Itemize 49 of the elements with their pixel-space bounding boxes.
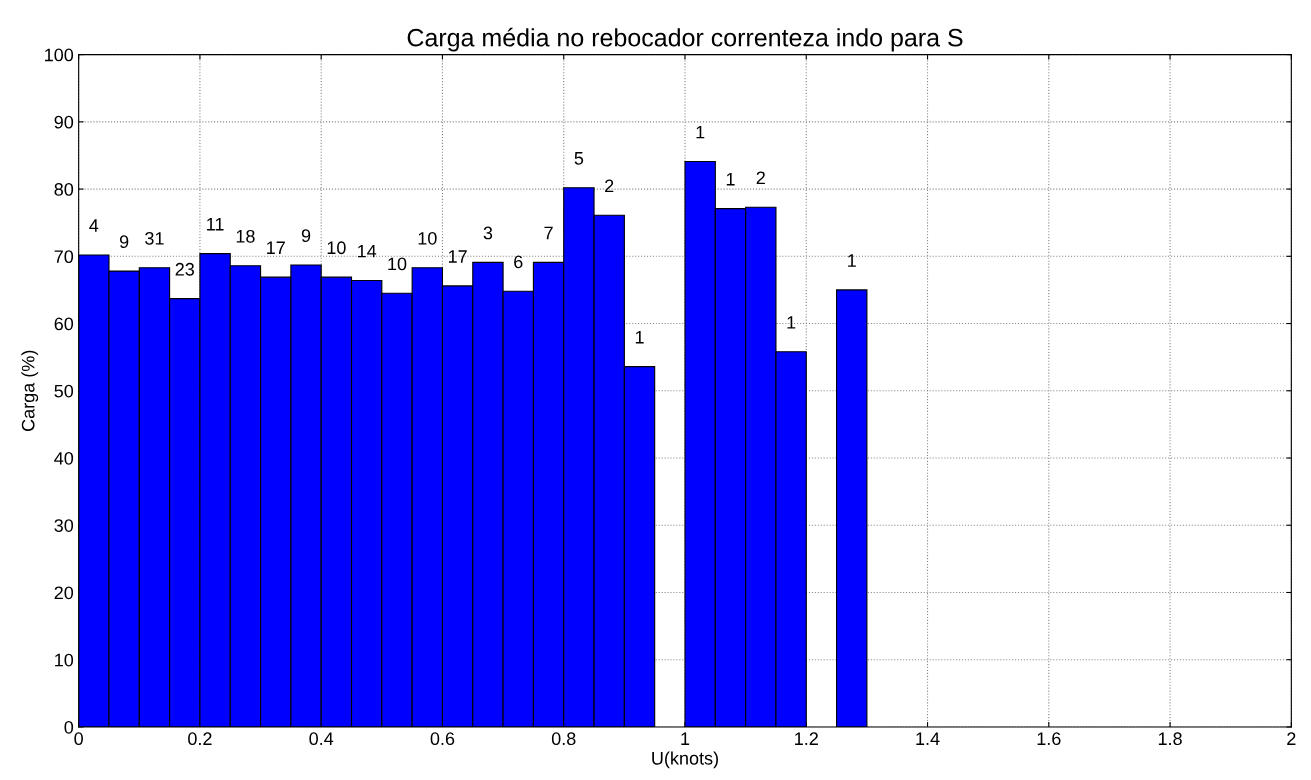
y-tick-label: 60 [54,317,74,331]
annotation: 17 [267,241,285,254]
annotation: 4 [89,219,99,232]
y-tick-label: 10 [55,653,74,667]
y-tick-label: 70 [54,250,74,264]
annotation: 17 [448,250,467,263]
y-tick-label: 40 [54,451,74,465]
annotation: 18 [236,229,255,243]
y-tick-label: 50 [54,384,74,398]
x-tick-label: 0.6 [430,732,455,746]
annotation: 3 [483,226,493,240]
x-tick-label: 0 [74,732,83,746]
annotation: 10 [327,241,346,255]
annotation: 10 [418,231,437,245]
x-tick-label: 1.6 [1037,732,1061,746]
y-tick-label: 20 [54,586,74,600]
x-tick-label: 1 [681,732,690,745]
annotation: 9 [301,229,311,243]
annotation: 1 [726,172,735,186]
annotation: 1 [787,316,796,329]
annotation: 6 [514,255,523,269]
annotation: 2 [605,179,614,193]
x-axis-title: U(knots) [652,751,718,769]
x-tick-label: 1.2 [795,732,818,745]
x-tick-label: 2 [1287,732,1296,745]
annotation: 1 [848,254,856,267]
annotation: 23 [175,262,195,276]
x-tick-label: 1.8 [1158,732,1182,746]
x-tick-label: 1.4 [916,732,940,745]
annotation: 5 [574,152,584,165]
annotation: 9 [119,235,129,249]
annotation: 31 [145,231,164,245]
x-tick-label: 0.2 [188,732,212,746]
annotation: 14 [358,244,377,258]
annotation: 10 [388,257,407,271]
chart-title: Carga média no rebocador correnteza indo para S [407,27,963,52]
annotation: 2 [756,171,765,185]
y-tick-label: 90 [54,115,74,129]
y-tick-label: 30 [54,519,74,532]
y-tick-label: 0 [64,720,74,734]
annotation: 7 [544,226,553,240]
y-axis-title: Carga (%) [21,350,39,431]
annotation: 11 [207,218,224,231]
y-tick-label: 80 [54,183,74,196]
annotation: 1 [635,330,644,344]
x-tick-label: 0.8 [551,732,576,746]
y-tick-label: 100 [45,48,74,62]
annotation: 1 [696,125,705,139]
x-tick-label: 0.4 [309,732,334,746]
